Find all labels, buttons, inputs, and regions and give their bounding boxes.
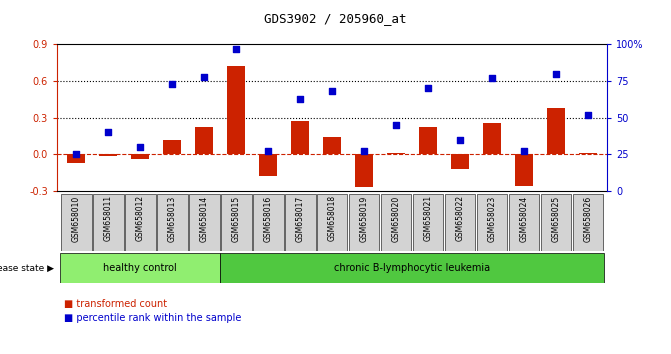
Point [455,137,466,143]
Text: GSM658015: GSM658015 [231,195,241,241]
Bar [61,194,91,251]
Bar [483,122,501,154]
Bar [413,194,444,251]
Bar [60,253,220,283]
Text: GSM658017: GSM658017 [296,195,305,241]
Bar [317,194,348,251]
Bar [380,194,411,251]
Bar [132,154,149,159]
Point [103,130,113,135]
Point [582,112,593,118]
Text: GSM658013: GSM658013 [168,195,176,241]
Bar [189,194,219,251]
Point [327,88,338,94]
Point [199,74,209,79]
Bar [195,127,213,154]
Bar [67,154,85,163]
Text: ■ percentile rank within the sample: ■ percentile rank within the sample [64,313,241,323]
Point [231,46,242,51]
Bar [220,253,604,283]
Bar [93,194,123,251]
Point [295,96,305,102]
Text: chronic B-lymphocytic leukemia: chronic B-lymphocytic leukemia [334,263,491,273]
Bar [509,194,539,251]
Bar [548,108,565,154]
Bar [356,154,373,188]
Bar [285,194,315,251]
Bar [323,137,341,154]
Text: disease state ▶: disease state ▶ [0,264,54,273]
Point [71,152,82,157]
Text: GSM658016: GSM658016 [264,195,272,241]
Bar [515,154,533,186]
Point [486,75,497,81]
Text: GSM658025: GSM658025 [552,195,560,241]
Bar [164,140,181,154]
Bar [227,66,245,154]
Bar [579,153,597,154]
Point [391,122,401,128]
Bar [253,194,284,251]
Bar [349,194,380,251]
Point [519,149,529,154]
Bar [476,194,507,251]
Bar [125,194,156,251]
Bar [99,154,117,156]
Text: GDS3902 / 205960_at: GDS3902 / 205960_at [264,12,407,25]
Text: GSM658026: GSM658026 [584,195,592,241]
Point [167,81,178,87]
Text: GSM658019: GSM658019 [360,195,368,241]
Bar [419,127,437,154]
Point [551,71,562,76]
Bar [260,154,277,176]
Bar [291,121,309,154]
Text: GSM658023: GSM658023 [488,195,497,241]
Text: GSM658021: GSM658021 [423,195,433,241]
Bar [445,194,476,251]
Point [359,149,370,154]
Text: GSM658011: GSM658011 [104,195,113,241]
Point [423,85,433,91]
Text: GSM658022: GSM658022 [456,195,464,241]
Bar [573,194,603,251]
Bar [387,153,405,154]
Text: healthy control: healthy control [103,263,177,273]
Text: GSM658018: GSM658018 [327,195,337,241]
Text: GSM658020: GSM658020 [392,195,401,241]
Text: GSM658014: GSM658014 [200,195,209,241]
Text: GSM658012: GSM658012 [136,195,145,241]
Text: ■ transformed count: ■ transformed count [64,299,167,309]
Text: GSM658010: GSM658010 [72,195,81,241]
Bar [452,154,469,169]
Point [135,144,146,150]
Point [263,149,274,154]
Bar [157,194,188,251]
Bar [221,194,252,251]
Text: GSM658024: GSM658024 [519,195,529,241]
Bar [541,194,572,251]
